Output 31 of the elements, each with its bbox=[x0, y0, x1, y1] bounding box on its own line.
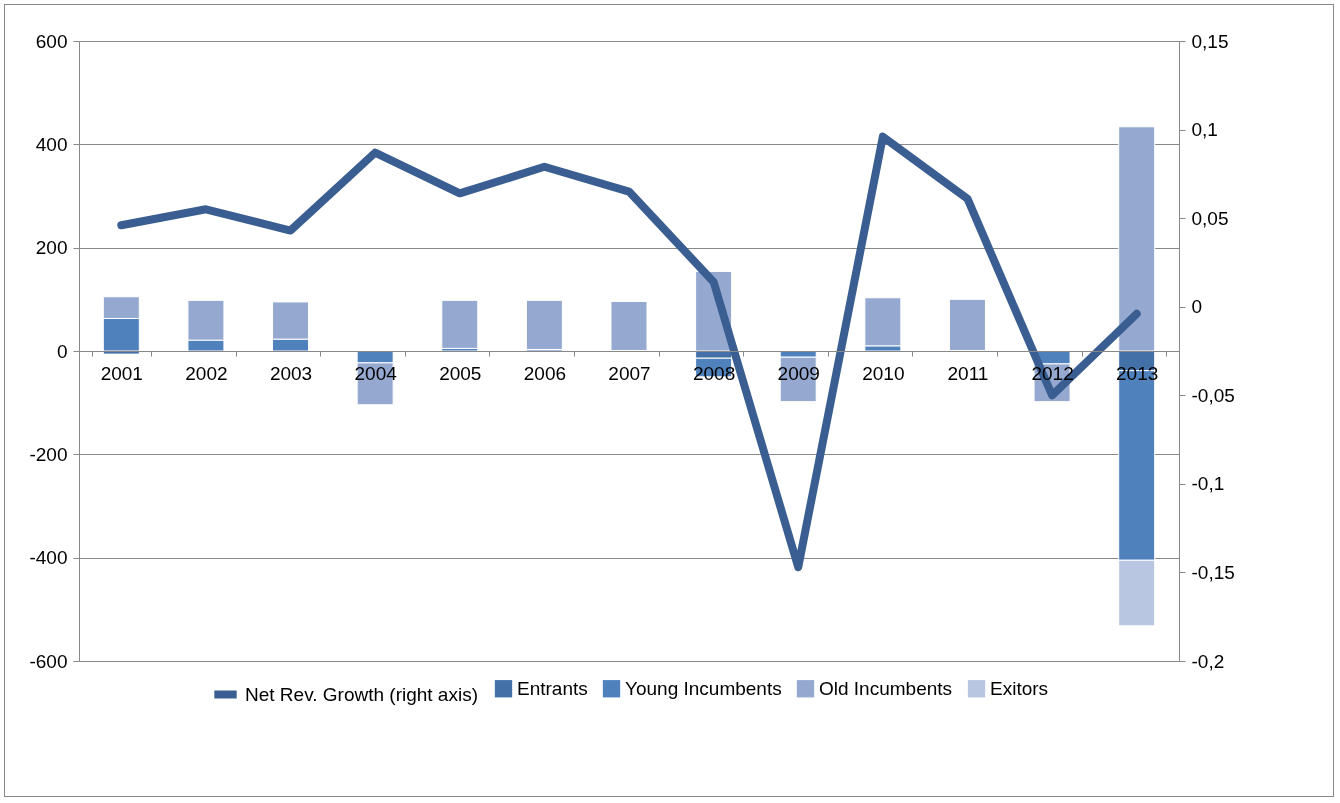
x-tick-label: 2012 bbox=[1031, 362, 1074, 384]
legend-label: Old Incumbents bbox=[819, 677, 953, 699]
x-tick-label: 2010 bbox=[862, 362, 905, 384]
y2-tick-label: -0,2 bbox=[1191, 650, 1225, 672]
y-tick-label: 0 bbox=[56, 340, 68, 362]
y-tick-label: 400 bbox=[35, 133, 68, 155]
y2-tick-label: 0,05 bbox=[1191, 207, 1229, 229]
x-tick-label: 2005 bbox=[439, 362, 482, 384]
x-tick-label: 2001 bbox=[100, 362, 143, 384]
y2-tick-label: 0,15 bbox=[1191, 30, 1229, 52]
legend-label: Exitors bbox=[990, 677, 1049, 699]
y-tick-label: -400 bbox=[29, 547, 68, 569]
y2-tick-label: 0 bbox=[1191, 296, 1203, 318]
y-tick-label: 600 bbox=[35, 30, 68, 52]
y2-tick-label: 0,1 bbox=[1191, 119, 1218, 141]
y-tick-label: -600 bbox=[29, 650, 68, 672]
legend-label: Net Rev. Growth (right axis) bbox=[245, 683, 478, 705]
x-tick-label: 2007 bbox=[608, 362, 651, 384]
y2-tick-label: -0,1 bbox=[1191, 473, 1225, 495]
y2-tick-label: -0,15 bbox=[1191, 561, 1235, 583]
legend-label: Entrants bbox=[517, 677, 588, 699]
y-tick-label: -200 bbox=[29, 443, 68, 465]
x-tick-label: 2006 bbox=[523, 362, 567, 384]
legend-label: Young Incumbents bbox=[625, 677, 782, 699]
x-tick-label: 2002 bbox=[185, 362, 228, 384]
x-tick-label: 2003 bbox=[269, 362, 313, 384]
x-tick-label: 2004 bbox=[354, 362, 398, 384]
x-tick-label: 2011 bbox=[947, 362, 989, 384]
y-tick-label: 200 bbox=[35, 237, 68, 259]
x-tick-label: 2009 bbox=[777, 362, 820, 384]
y2-tick-label: -0,05 bbox=[1191, 384, 1235, 406]
